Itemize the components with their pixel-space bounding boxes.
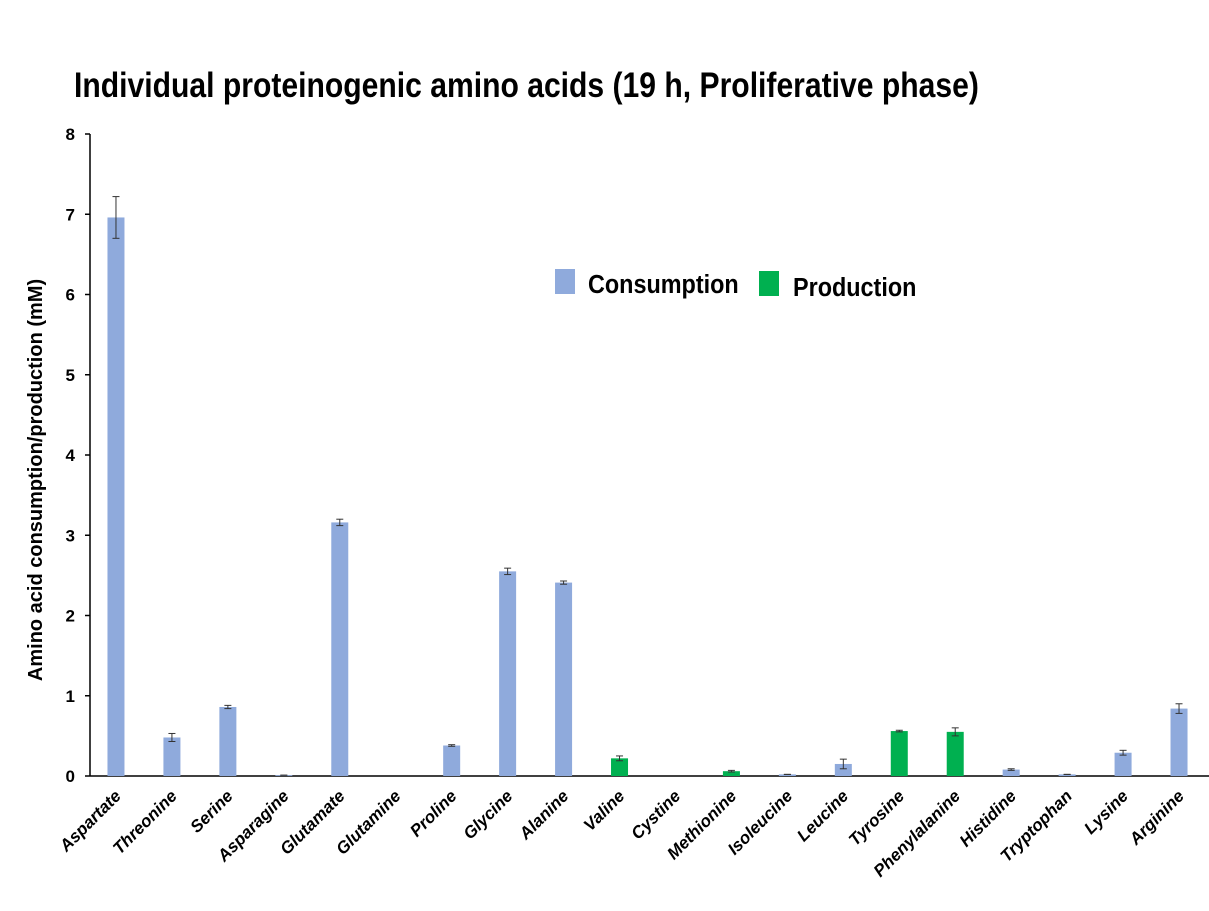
y-tick-label: 3 [66,526,75,545]
bar-consumption-alanine [555,582,573,776]
legend-label-consumption: Consumption [588,271,739,299]
x-tick-label: Cystine [627,786,684,843]
chart-title: Individual proteinogenic amino acids (19… [74,66,979,105]
error-bar [1175,703,1183,714]
y-ticks: 0 1 2 3 4 5 6 7 8 [66,125,90,786]
x-tick-label: Valine [580,786,628,834]
bar-consumption-glutamate [331,522,349,776]
y-tick-label: 4 [66,446,76,465]
x-tick-label: Lysine [1080,786,1132,838]
x-tick-label: Serine [187,786,237,836]
legend-swatch-production [759,271,779,296]
bar-consumption-arginine [1170,708,1188,776]
x-tick-label: Leucine [793,786,852,845]
y-tick-label: 0 [66,767,75,786]
y-tick-label: 8 [66,125,75,144]
error-bar [560,580,568,585]
error-bar [1007,768,1015,771]
bar-production-methionine [722,771,740,776]
y-tick-label: 2 [66,607,75,626]
error-bar [112,196,120,239]
bar-consumption-glycine [499,571,517,776]
error-bar [1119,749,1127,756]
bar-consumption-leucine [834,763,852,776]
y-tick-label: 7 [66,205,75,224]
bar-consumption-tryptophan [1058,774,1076,776]
error-bar [448,744,456,747]
bar-consumption-serine [219,706,237,776]
bar-consumption-histidine [1002,769,1020,776]
error-bar [168,732,176,742]
legend: Consumption Production [555,269,916,302]
x-tick-label: Glycine [460,786,517,843]
bar-consumption-threonine [163,737,181,776]
legend-swatch-consumption [555,269,575,294]
bar-production-phenylalanine [946,731,964,776]
bar-consumption-lysine [1114,752,1132,776]
error-bar [727,769,735,773]
error-bar [895,729,903,733]
bar-production-valine [611,758,629,776]
error-bar [224,704,232,710]
y-tick-label: 1 [66,687,75,706]
y-axis-label: Amino acid consumption/production (mM) [25,279,47,681]
x-tick-label: Arginine [1125,786,1188,849]
legend-label-production: Production [793,274,916,302]
error-bar [839,758,847,770]
error-bar [504,567,512,576]
bars [107,196,1188,776]
y-tick-label: 5 [66,366,75,385]
x-tick-label: Proline [406,786,460,840]
error-bar [951,727,959,737]
bar-consumption-isoleucine [778,774,796,776]
y-tick-label: 6 [66,286,75,305]
bar-consumption-aspartate [107,217,125,776]
bar-consumption-proline [443,745,461,776]
error-bar [336,518,344,527]
x-tick-label: Alanine [515,786,573,844]
bar-production-tyrosine [890,731,908,776]
error-bar [616,755,624,762]
